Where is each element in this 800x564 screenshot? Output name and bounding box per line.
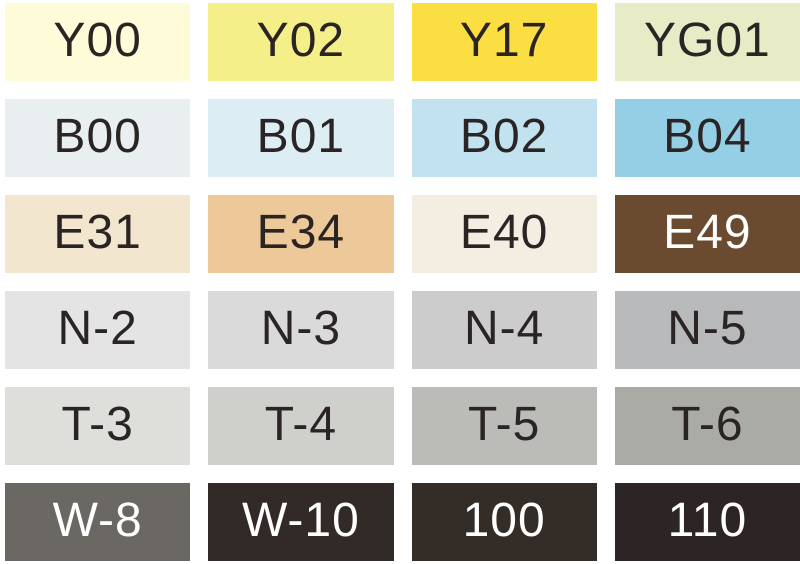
swatch-label: Y00 xyxy=(53,14,142,67)
swatch-N-4: N-4 xyxy=(411,291,597,369)
swatch-label: T-5 xyxy=(467,398,541,451)
swatch-N-3: N-3 xyxy=(208,291,394,369)
swatch-N-2: N-2 xyxy=(5,291,191,369)
swatch-label: N-4 xyxy=(463,302,545,355)
swatch-Y00: Y00 xyxy=(5,3,191,81)
swatch-B04: B04 xyxy=(614,99,800,177)
swatch-label: Y02 xyxy=(256,14,346,67)
swatch-label: B04 xyxy=(663,110,752,163)
swatch-Y17: Y17 xyxy=(411,3,597,81)
swatch-label: B01 xyxy=(256,110,346,163)
swatch-T-4: T-4 xyxy=(208,387,394,465)
swatch-label: T-4 xyxy=(264,398,338,451)
swatch-label: N-3 xyxy=(260,302,342,355)
swatch-E31: E31 xyxy=(5,195,191,273)
swatch-Y02: Y02 xyxy=(208,3,394,81)
swatch-label: 100 xyxy=(462,494,546,547)
swatch-label: E49 xyxy=(663,206,752,259)
swatch-E40: E40 xyxy=(411,195,597,273)
swatch-label: Y17 xyxy=(459,14,549,67)
swatch-label: 110 xyxy=(667,494,748,547)
swatch-label: W-10 xyxy=(241,494,360,547)
swatch-label: E40 xyxy=(459,206,549,259)
swatch-B00: B00 xyxy=(5,99,191,177)
swatch-label: B00 xyxy=(53,110,142,163)
swatch-label: E31 xyxy=(53,206,142,259)
swatch-label: B02 xyxy=(459,110,549,163)
swatch-YG01: YG01 xyxy=(614,3,800,81)
swatch-label: YG01 xyxy=(644,14,771,67)
swatch-E34: E34 xyxy=(208,195,394,273)
swatch-T-6: T-6 xyxy=(614,387,800,465)
swatch-110: 110 xyxy=(614,483,800,561)
swatch-B02: B02 xyxy=(411,99,597,177)
swatch-label: W-8 xyxy=(52,494,143,547)
swatch-label: N-2 xyxy=(57,302,138,355)
swatch-label: N-5 xyxy=(667,302,748,355)
swatch-T-3: T-3 xyxy=(5,387,191,465)
swatch-N-5: N-5 xyxy=(614,291,800,369)
swatch-W-10: W-10 xyxy=(208,483,394,561)
swatch-label: E34 xyxy=(256,206,346,259)
swatch-E49: E49 xyxy=(614,195,800,273)
swatch-100: 100 xyxy=(411,483,597,561)
swatch-T-5: T-5 xyxy=(411,387,597,465)
swatch-label: T-3 xyxy=(61,398,134,451)
swatch-W-8: W-8 xyxy=(5,483,191,561)
swatch-label: T-6 xyxy=(671,398,744,451)
swatch-B01: B01 xyxy=(208,99,394,177)
